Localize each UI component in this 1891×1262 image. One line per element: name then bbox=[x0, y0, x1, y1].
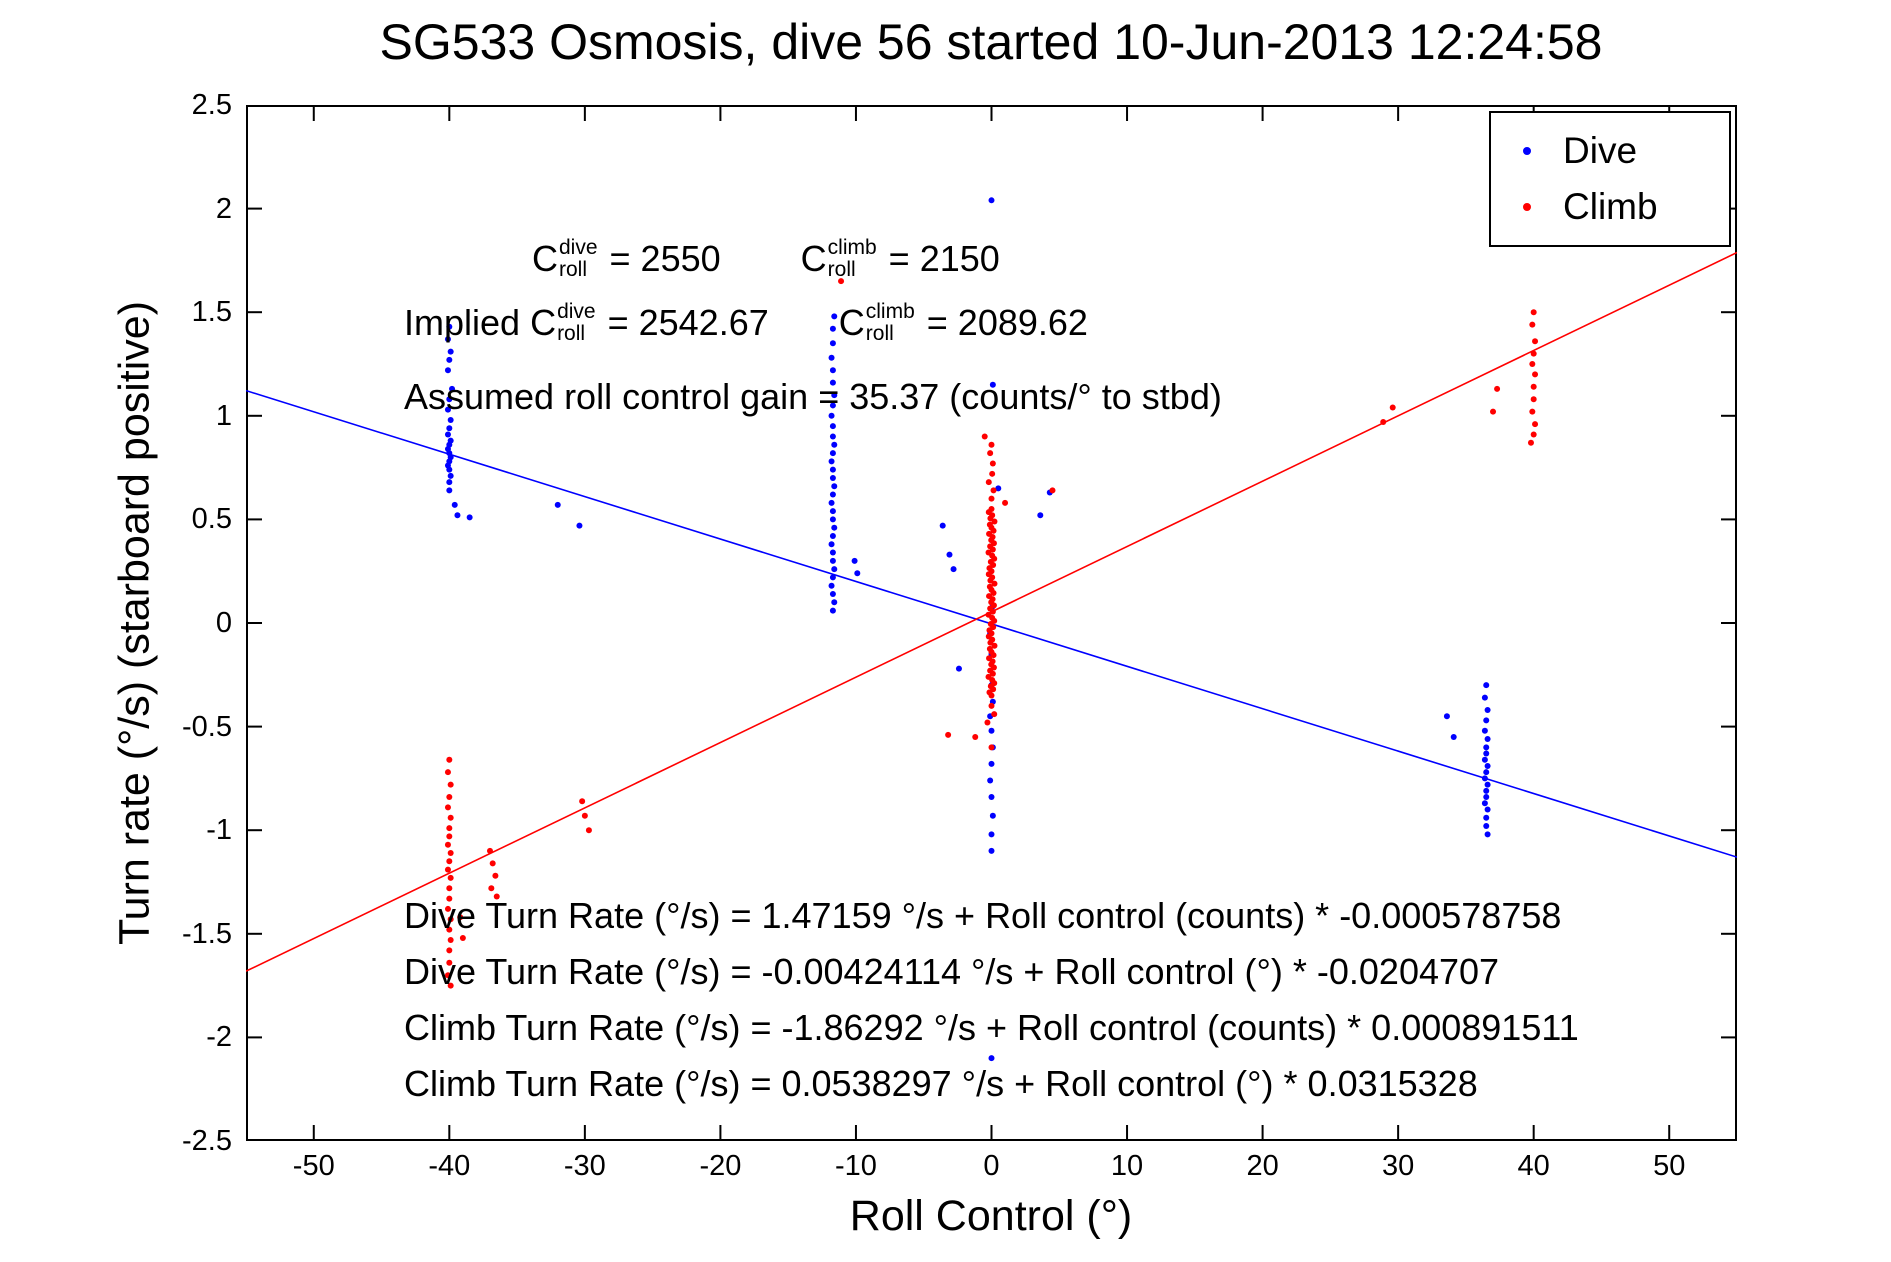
fit-equation-climb-counts: Climb Turn Rate (°/s) = -1.86292 °/s + R… bbox=[404, 1007, 1579, 1048]
coeff-value: = 2150 bbox=[878, 238, 1000, 279]
x-tick-label: 30 bbox=[1381, 1150, 1415, 1182]
x-tick-label: 40 bbox=[1517, 1150, 1550, 1182]
y-tick-label: 0.5 bbox=[191, 503, 232, 536]
fit-equation-dive-counts: Dive Turn Rate (°/s) = 1.47159 °/s + Rol… bbox=[404, 895, 1562, 936]
subsup-climb: climb roll bbox=[827, 235, 879, 281]
x-tick-label: -50 bbox=[292, 1150, 335, 1182]
coeff-value: = 2542.67 bbox=[597, 302, 769, 343]
legend-marker-area bbox=[1491, 147, 1563, 155]
y-tick-label: 1.5 bbox=[191, 296, 232, 329]
x-tick-label: -10 bbox=[834, 1150, 877, 1182]
sup-text: climb bbox=[827, 235, 877, 259]
y-tick-label: 2 bbox=[215, 192, 232, 225]
roll-gain-line: Assumed roll control gain = 35.37 (count… bbox=[404, 376, 1222, 417]
fit-equation-dive-degrees: Dive Turn Rate (°/s) = -0.00424114 °/s +… bbox=[404, 951, 1500, 992]
climb-marker-icon bbox=[1523, 203, 1531, 211]
c-symbol: C bbox=[532, 238, 558, 279]
y-tick-label: 2.5 bbox=[191, 89, 232, 121]
fit-equation-climb-degrees: Climb Turn Rate (°/s) = 0.0538297 °/s + … bbox=[404, 1063, 1478, 1104]
x-tick-label: -40 bbox=[428, 1150, 471, 1182]
y-tick-label: -1 bbox=[206, 814, 232, 847]
y-tick-label: -2.5 bbox=[182, 1125, 232, 1157]
sup-text: dive bbox=[559, 235, 598, 259]
legend-item-dive: Dive bbox=[1491, 123, 1729, 179]
coeff-value: = 2550 bbox=[599, 238, 721, 279]
c-symbol: C bbox=[530, 302, 557, 343]
coeff-value: = 2089.62 bbox=[916, 302, 1088, 343]
x-axis-label: Roll Control (°) bbox=[849, 1192, 1133, 1240]
y-tick-label: -0.5 bbox=[182, 710, 232, 743]
subsup-climb: climb roll bbox=[865, 299, 917, 345]
x-tick-label: 10 bbox=[1110, 1150, 1144, 1182]
sub-text: roll bbox=[865, 322, 894, 345]
c-symbol: C bbox=[800, 238, 827, 279]
x-tick-label: 50 bbox=[1653, 1150, 1686, 1182]
legend-label-climb: Climb bbox=[1563, 186, 1658, 227]
y-tick-label: 1 bbox=[215, 399, 232, 432]
y-tick-label: -1.5 bbox=[182, 917, 232, 950]
implied-prefix: Implied bbox=[404, 302, 531, 343]
sup-text: climb bbox=[865, 299, 915, 323]
subsup-dive: dive roll bbox=[556, 299, 598, 345]
sub-text: roll bbox=[557, 322, 586, 345]
legend-item-climb: Climb bbox=[1491, 179, 1729, 235]
legend-label-dive: Dive bbox=[1563, 130, 1638, 171]
sup-text: dive bbox=[557, 299, 596, 323]
x-tick-label: -30 bbox=[563, 1150, 606, 1182]
legend-marker-area bbox=[1491, 203, 1563, 211]
x-tick-label: 0 bbox=[983, 1150, 1000, 1182]
sub-text: roll bbox=[827, 258, 856, 281]
subsup-dive: dive roll bbox=[558, 235, 600, 281]
dive-marker-icon bbox=[1523, 147, 1531, 155]
y-tick-label: -2 bbox=[206, 1021, 232, 1054]
legend: Dive Climb bbox=[1489, 111, 1731, 247]
x-tick-label: 20 bbox=[1246, 1150, 1279, 1182]
x-tick-label: -20 bbox=[699, 1150, 742, 1182]
chart-title: SG533 Osmosis, dive 56 started 10-Jun-20… bbox=[379, 14, 1603, 70]
sub-text: roll bbox=[559, 258, 588, 281]
c-symbol: C bbox=[838, 302, 865, 343]
y-tick-label: 0 bbox=[215, 607, 232, 639]
